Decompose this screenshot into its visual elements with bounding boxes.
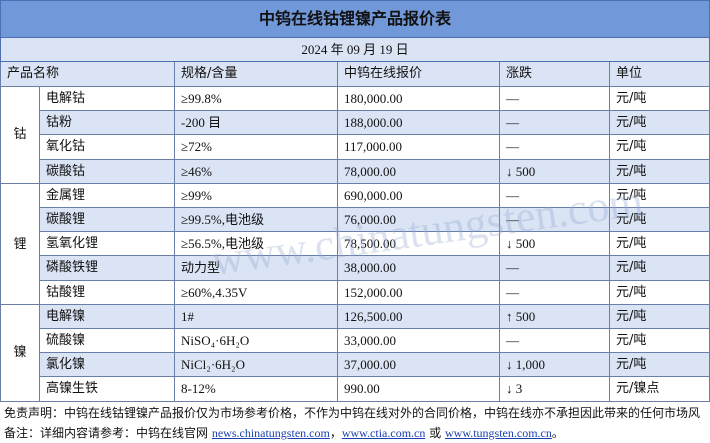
unit: 元/吨 (610, 256, 710, 281)
change: — (500, 256, 610, 281)
price: 38,000.00 (338, 256, 500, 281)
change: — (500, 135, 610, 160)
link[interactable]: news.chinatungsten.com (211, 426, 330, 440)
column-header: 单位 (610, 62, 710, 87)
spec: ≥60%,4.35V (175, 280, 338, 305)
column-header: 规格/含量 (175, 62, 338, 87)
spec: ≥56.5%,电池级 (175, 232, 338, 257)
unit: 元/吨 (610, 304, 710, 329)
spec: ≥99.8% (175, 87, 338, 112)
change: ↓ 1,000 (500, 353, 610, 378)
product-name: 钴粉 (40, 111, 175, 136)
group-label: 钴 (0, 87, 40, 184)
change: — (500, 329, 610, 354)
product-name: 氧化钴 (40, 135, 175, 160)
spec: NiCl₂·6H₂O (175, 353, 338, 378)
unit: 元/吨 (610, 159, 710, 184)
change: ↓ 500 (500, 232, 610, 257)
change: — (500, 87, 610, 112)
price: 990.00 (338, 377, 500, 402)
price: 78,500.00 (338, 232, 500, 257)
column-header: 涨跌 (500, 62, 610, 87)
column-header: 中钨在线报价 (338, 62, 500, 87)
product-name: 硫酸镍 (40, 329, 175, 354)
unit: 元/吨 (610, 329, 710, 354)
group-label: 锂 (0, 183, 40, 305)
change: — (500, 111, 610, 136)
change: ↓ 3 (500, 377, 610, 402)
spec: 8-12% (175, 377, 338, 402)
change: ↓ 500 (500, 159, 610, 184)
unit: 元/吨 (610, 280, 710, 305)
group-label: 镍 (0, 304, 40, 402)
unit: 元/吨 (610, 87, 710, 112)
unit: 元/吨 (610, 135, 710, 160)
price: 188,000.00 (338, 111, 500, 136)
spec: 动力型 (175, 256, 338, 281)
product-name: 氢氧化锂 (40, 232, 175, 257)
spec: -200 目 (175, 111, 338, 136)
product-name: 氯化镍 (40, 353, 175, 378)
unit: 元/吨 (610, 232, 710, 257)
unit: 元/镍点 (610, 377, 710, 402)
price: 78,000.00 (338, 159, 500, 184)
title: 中钨在线钴锂镍产品报价表 (0, 0, 710, 38)
price: 117,000.00 (338, 135, 500, 160)
note-text: 或 (425, 426, 445, 440)
change: — (500, 280, 610, 305)
product-name: 碳酸钴 (40, 159, 175, 184)
product-name: 电解钴 (40, 87, 175, 112)
note-text: ， (329, 426, 342, 440)
price: 180,000.00 (338, 87, 500, 112)
spec: ≥46% (175, 159, 338, 184)
product-name: 碳酸锂 (40, 208, 175, 233)
column-header: 产品名称 (0, 62, 175, 87)
change: — (500, 183, 610, 208)
unit: 元/吨 (610, 208, 710, 233)
spec: 1# (175, 304, 338, 329)
unit: 元/吨 (610, 111, 710, 136)
price: 37,000.00 (338, 353, 500, 378)
price: 126,500.00 (338, 304, 500, 329)
product-name: 钴酸锂 (40, 280, 175, 305)
price: 152,000.00 (338, 280, 500, 305)
spec: ≥99.5%,电池级 (175, 208, 338, 233)
note-text: 备注：详细内容请参考：中钨在线官网 (4, 426, 212, 440)
price: 33,000.00 (338, 329, 500, 354)
unit: 元/吨 (610, 353, 710, 378)
change: — (500, 208, 610, 233)
price: 76,000.00 (338, 208, 500, 233)
product-name: 高镍生铁 (40, 377, 175, 402)
date: 2024 年 09 月 19 日 (0, 38, 710, 62)
disclaimer: 免责声明：中钨在线钴锂镍产品报价仅为市场参考价格，不作为中钨在线对外的合同价格，… (4, 406, 701, 420)
spec: ≥72% (175, 135, 338, 160)
link[interactable]: www.tungsten.com.cn (445, 426, 552, 440)
change: ↑ 500 (500, 304, 610, 329)
link[interactable]: www.ctia.com.cn (341, 426, 426, 440)
unit: 元/吨 (610, 183, 710, 208)
product-name: 电解镍 (40, 304, 175, 329)
note: 备注：详细内容请参考：中钨在线官网 news.chinatungsten.com… (4, 424, 564, 441)
spec: NiSO₄·6H₂O (175, 329, 338, 354)
note-text: 。 (551, 426, 564, 440)
spec: ≥99% (175, 183, 338, 208)
product-name: 金属锂 (40, 183, 175, 208)
product-name: 磷酸铁锂 (40, 256, 175, 281)
price: 690,000.00 (338, 183, 500, 208)
